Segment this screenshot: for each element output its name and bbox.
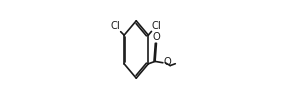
Text: Cl: Cl — [152, 21, 161, 31]
Text: O: O — [153, 32, 161, 42]
Text: Cl: Cl — [111, 21, 120, 31]
Text: O: O — [163, 57, 171, 67]
